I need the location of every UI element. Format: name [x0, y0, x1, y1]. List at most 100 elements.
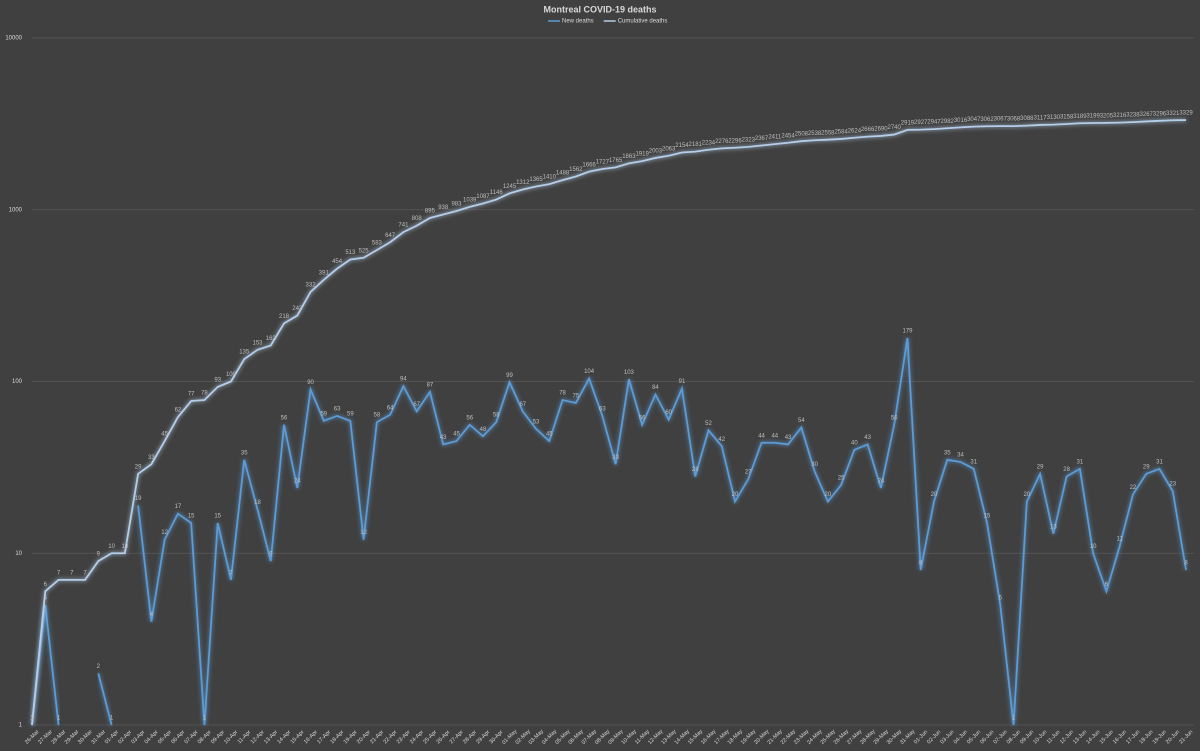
data-label: 153 — [252, 340, 263, 346]
data-label: 3321 — [1166, 111, 1180, 117]
data-label: 3329 — [1179, 111, 1193, 117]
data-label: 2982 — [941, 119, 955, 125]
data-line — [97, 673, 113, 726]
data-label: 2411 — [768, 135, 782, 141]
data-label: 43 — [864, 435, 871, 441]
data-label: 28 — [692, 467, 699, 473]
data-label: 162 — [266, 336, 277, 342]
data-label: 7 — [229, 570, 233, 576]
data-label: 2947 — [927, 120, 941, 126]
data-label: 1765 — [609, 158, 623, 164]
data-label: 3117 — [1034, 116, 1048, 122]
data-label: 583 — [372, 241, 383, 247]
data-label: 27 — [745, 470, 752, 476]
data-label: 1 — [30, 716, 34, 722]
data-label: 35 — [241, 450, 248, 456]
data-label: 2624 — [848, 128, 862, 134]
data-label: 6 — [1105, 582, 1109, 588]
data-label: 22 — [1130, 485, 1137, 491]
data-label: 24 — [878, 479, 885, 485]
data-label: 3267 — [1140, 112, 1154, 118]
data-label: 63 — [599, 407, 606, 413]
data-label: 938 — [438, 205, 449, 211]
data-label: 10 — [108, 544, 115, 550]
data-label: 78 — [559, 391, 566, 397]
data-label: 741 — [398, 223, 409, 229]
data-label: 40 — [851, 440, 858, 446]
data-label: 90 — [307, 380, 314, 386]
y-tick-label: 10 — [15, 551, 22, 557]
data-label: 2003 — [649, 149, 663, 155]
data-label: 1488 — [556, 171, 570, 177]
data-label: 2367 — [755, 136, 769, 142]
data-label: 3216 — [1113, 113, 1127, 119]
data-label: 23 — [1169, 482, 1176, 488]
data-label: 20 — [931, 492, 938, 498]
data-label: 60 — [665, 410, 672, 416]
data-label: 84 — [652, 385, 659, 391]
data-label: 5 — [44, 596, 48, 602]
data-label: 895 — [425, 209, 436, 215]
y-tick-label: 1 — [19, 723, 23, 729]
data-label: 2234 — [702, 140, 716, 146]
data-label: 43 — [440, 435, 447, 441]
data-label: 15 — [984, 514, 991, 520]
data-label: 62 — [175, 408, 182, 414]
data-label: 20 — [732, 492, 739, 498]
data-label: 67 — [413, 402, 420, 408]
data-label: 332 — [306, 283, 317, 289]
data-label: 28 — [1063, 467, 1070, 473]
data-label: 1410 — [543, 175, 557, 181]
data-label: 179 — [902, 329, 913, 335]
series: 1512119412171511573518956249059635912586… — [30, 329, 1188, 726]
data-label: 8 — [919, 560, 923, 566]
data-label: 59 — [320, 411, 327, 417]
data-label: 29 — [135, 464, 142, 470]
data-label: 647 — [385, 233, 396, 239]
data-label: 2296 — [728, 138, 742, 144]
y-tick-label: 10000 — [5, 36, 22, 42]
data-label: 1666 — [582, 162, 596, 168]
y-tick-label: 1000 — [9, 207, 23, 213]
data-label: 12 — [161, 530, 168, 536]
data-label: 135 — [239, 350, 250, 356]
data-label: 13 — [1050, 524, 1057, 530]
data-label: 59 — [347, 411, 354, 417]
data-label: 56 — [281, 415, 288, 421]
data-label: 45 — [546, 432, 553, 438]
data-label: 242 — [292, 306, 303, 312]
data-label: 7 — [83, 570, 87, 576]
data-label: 513 — [345, 250, 356, 256]
data-label: 454 — [332, 259, 343, 265]
data-label: 2740 — [888, 125, 902, 131]
data-label: 1 — [1012, 716, 1016, 722]
data-label: 3088 — [1020, 116, 1034, 122]
data-label: 1 — [110, 716, 114, 722]
data-label: 29 — [1143, 464, 1150, 470]
data-label: 2323 — [742, 137, 756, 143]
data-label: 8 — [1184, 560, 1188, 566]
data-label: 75 — [572, 394, 579, 400]
data-label: 103 — [624, 370, 635, 376]
data-label: 3130 — [1047, 115, 1061, 121]
data-label: 10 — [122, 544, 129, 550]
data-label: 2063 — [662, 146, 676, 152]
data-label: 42 — [718, 437, 725, 443]
data-label: 30 — [811, 462, 818, 468]
data-label: 2666 — [861, 127, 875, 133]
data-label: 3016 — [954, 118, 968, 124]
data-label: 19 — [135, 496, 142, 502]
data-label: 3205 — [1100, 113, 1114, 119]
data-label: 44 — [771, 433, 778, 439]
data-label: 15 — [214, 514, 221, 520]
data-label: 2454 — [781, 133, 795, 139]
data-label: 9 — [269, 552, 273, 558]
data-label: 1863 — [622, 154, 636, 160]
data-label: 2 — [97, 664, 101, 670]
data-label: 218 — [279, 314, 290, 320]
data-label: 9 — [97, 552, 101, 558]
data-label: 1312 — [516, 180, 530, 186]
data-label: 99 — [506, 373, 513, 379]
